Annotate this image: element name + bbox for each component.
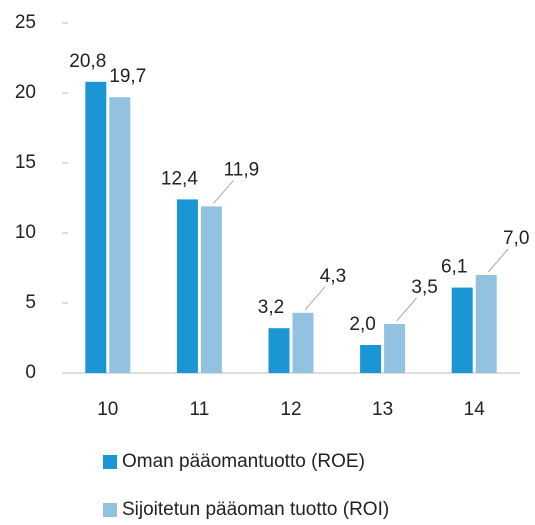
y-tick-label: 25: [15, 12, 36, 33]
leader-line: [487, 248, 509, 273]
x-tick-label: 10: [97, 399, 118, 420]
leader-line: [304, 286, 326, 311]
y-tick-label: 5: [25, 292, 36, 313]
y-tick-label: 15: [15, 152, 36, 173]
legend-label: Sijoitetun pääoman tuotto (ROI): [122, 499, 389, 520]
legend-swatch: [103, 503, 117, 517]
x-tick-label: 12: [280, 399, 301, 420]
bar: [360, 345, 382, 373]
data-label: 7,0: [503, 228, 529, 249]
legend-swatch: [103, 455, 117, 469]
x-tick-label: 11: [190, 399, 210, 420]
x-tick-label: 14: [464, 399, 486, 420]
y-tick-label: 10: [15, 222, 36, 243]
bar: [85, 81, 107, 374]
data-label: 2,0: [349, 314, 375, 335]
bar: [109, 97, 131, 373]
leader-line: [396, 297, 417, 322]
data-label: 19,7: [109, 66, 146, 87]
data-label: 11,9: [224, 159, 260, 180]
data-label: 4,3: [320, 266, 346, 287]
bar: [451, 287, 473, 373]
bar: [200, 206, 222, 373]
leader-line: [213, 180, 234, 204]
bar: [268, 328, 290, 373]
data-label: 3,2: [258, 297, 284, 318]
data-label: 6,1: [441, 257, 467, 278]
data-label: 3,5: [411, 277, 437, 298]
y-tick-label: 0: [25, 362, 36, 383]
bar: [475, 275, 497, 373]
y-tick-label: 20: [15, 82, 36, 103]
bar: [384, 324, 406, 373]
bar: [292, 312, 314, 373]
bar: [176, 199, 198, 373]
legend-label: Oman pääomantuotto (ROE): [122, 451, 365, 472]
data-label: 20,8: [69, 51, 106, 72]
data-label: 12,4: [161, 168, 198, 189]
x-tick-label: 13: [372, 399, 393, 420]
